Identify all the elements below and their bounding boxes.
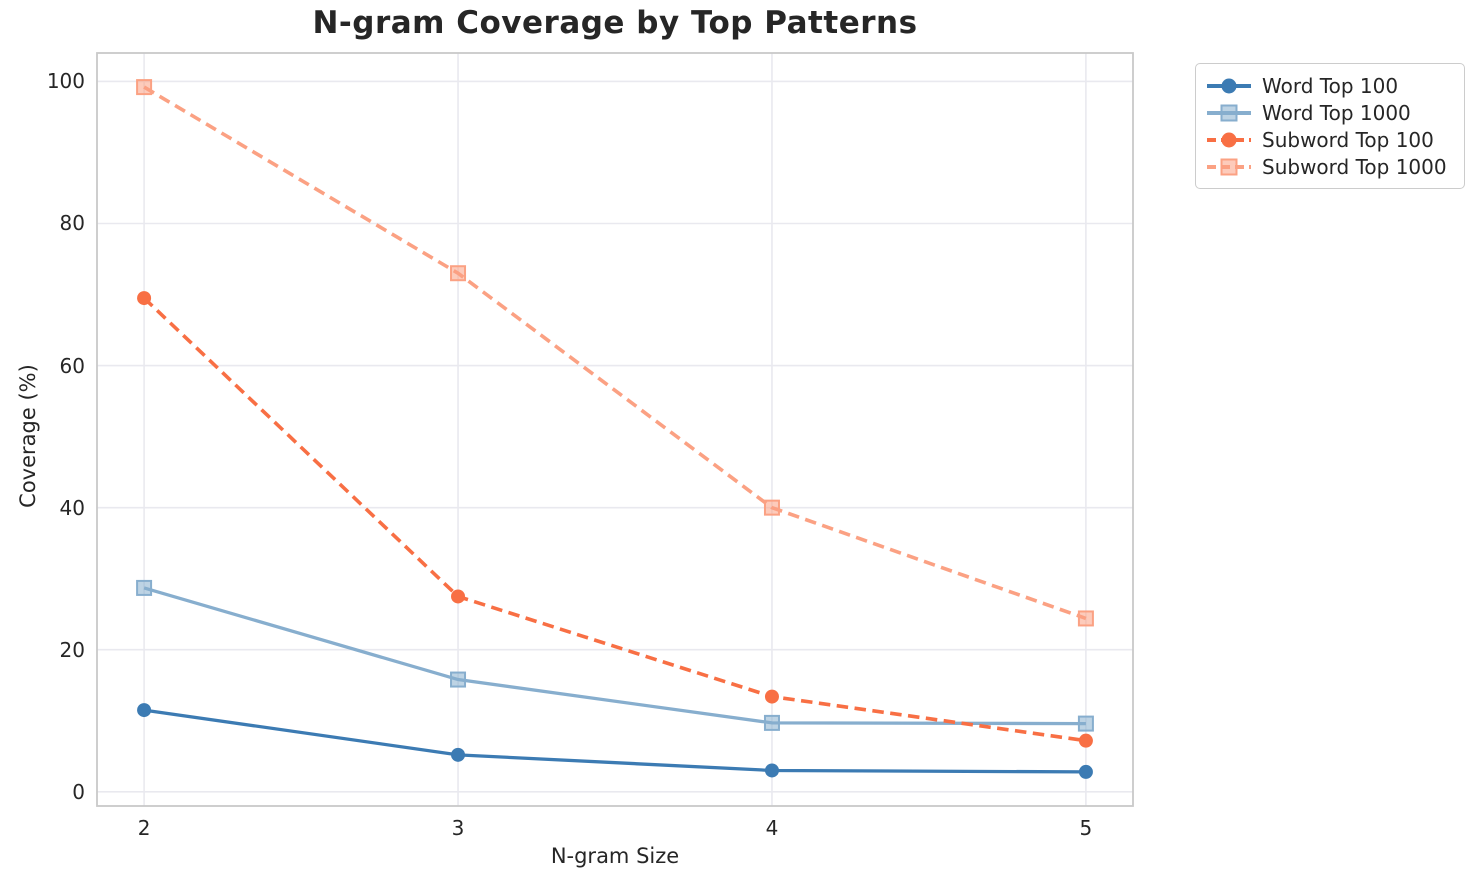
data-point-marker	[137, 291, 152, 306]
series-line-subword-top-100	[142, 296, 1087, 743]
data-point-marker	[137, 703, 152, 718]
series-line-subword-top-1000	[143, 85, 1087, 621]
data-point-marker	[451, 747, 466, 762]
series-line-word-top-100	[143, 708, 1086, 774]
circle-marker-icon	[1221, 78, 1237, 93]
data-point-marker	[450, 265, 467, 282]
data-point-marker	[763, 499, 780, 516]
data-point-marker	[764, 763, 779, 778]
chart-title: N-gram Coverage by Top Patterns	[312, 5, 918, 41]
x-tick-label: 4	[765, 816, 779, 840]
legend-item: Word Top 1000	[1206, 99, 1452, 126]
x-tick-label: 5	[1079, 816, 1093, 840]
legend-label: Word Top 1000	[1262, 100, 1411, 125]
data-point-marker	[1078, 764, 1093, 779]
y-tick-label: 0	[72, 779, 85, 804]
data-point-marker	[136, 79, 153, 96]
legend-sample-dashed-line-icon	[1207, 158, 1251, 175]
legend-item: Subword Top 100	[1206, 126, 1452, 153]
square-marker-icon	[1220, 158, 1238, 175]
y-tick-label: 100	[46, 69, 85, 94]
data-point-marker	[450, 671, 467, 688]
legend-item: Subword Top 1000	[1206, 153, 1452, 180]
y-tick-label: 60	[59, 353, 85, 378]
circle-marker-icon	[1221, 132, 1237, 147]
y-tick-label: 80	[59, 211, 85, 236]
legend-label: Subword Top 100	[1262, 127, 1434, 152]
legend-sample-dashed-line-icon	[1207, 132, 1251, 147]
data-point-marker	[451, 589, 466, 604]
plot-border	[96, 52, 1134, 807]
data-point-marker	[1078, 733, 1093, 748]
y-tick-label: 20	[59, 637, 85, 662]
data-point-marker	[1077, 715, 1094, 732]
legend: Word Top 100 Word Top 1000 Subword Top 100…	[1195, 63, 1465, 189]
y-axis-label: Coverage (%)	[16, 364, 40, 508]
data-point-marker	[764, 689, 779, 704]
legend-sample-solid-line-icon	[1207, 104, 1251, 121]
legend-item: Word Top 100	[1206, 72, 1452, 99]
legend-label: Word Top 100	[1262, 73, 1399, 98]
x-tick-label: 3	[451, 816, 465, 840]
data-point-marker	[136, 579, 153, 596]
x-axis-label: N-gram Size	[550, 844, 680, 868]
square-marker-icon	[1220, 104, 1238, 121]
data-point-marker	[1077, 610, 1094, 627]
y-tick-label: 40	[59, 495, 85, 520]
legend-label: Subword Top 1000	[1262, 154, 1447, 179]
legend-sample-solid-line-icon	[1207, 78, 1251, 93]
data-point-marker	[763, 714, 780, 731]
series-line-word-top-1000	[143, 586, 1086, 726]
x-tick-label: 2	[137, 816, 151, 840]
